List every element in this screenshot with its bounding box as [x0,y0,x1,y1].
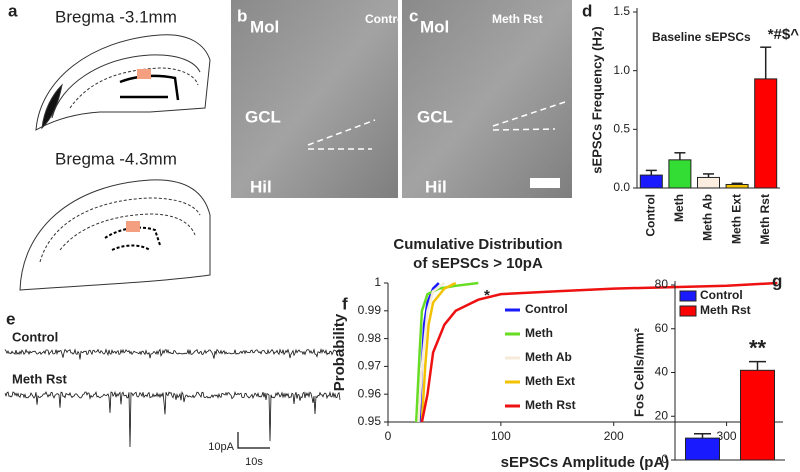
panel-label: b [237,6,247,25]
trace [4,390,341,448]
micrograph [402,0,572,198]
panel-label: f [342,294,348,313]
bar [697,176,720,189]
trace [4,348,341,360]
series-line [420,281,457,423]
panel-c: c Mol Meth Rst GCL Hil [402,0,572,198]
panel-label: e [6,309,15,328]
legend-label: Meth Ab [525,350,572,364]
legend-swatch [679,305,697,317]
y-tick-label: 1.5 [613,4,630,18]
group-label: Meth Rst [492,12,543,26]
y-tick-label: 1.0 [613,63,630,77]
trace-label: Meth Rst [12,371,68,386]
chart-title: Baseline sEPSCs [652,30,751,44]
x-tick-label: 300 [717,429,737,443]
x-tick-label: Meth Ab [701,194,715,241]
scale-label: 10pA [208,441,234,453]
line-chart: f Cumulative Distribution of sEPSCs > 10pA… [331,236,783,471]
y-tick-label: 0.95 [358,414,382,428]
significance: ** [749,335,767,360]
chart-title: Cumulative Distribution [393,236,562,253]
layer-boundary [307,119,376,150]
y-tick-label: 0 [661,452,668,466]
y-axis-label: sEPSCs Frequency (Hz) [589,26,604,173]
region-label: Mol [420,17,449,36]
y-tick-label: 40 [655,365,669,379]
scale-label: 10s [245,456,263,468]
region-marker [137,69,151,79]
panel-label: c [409,6,418,25]
scale-bar [237,432,270,449]
y-tick-label: 1 [374,275,381,289]
legend-label: Meth Rst [700,303,751,317]
y-tick-label: 0.98 [358,331,382,345]
region-label: Mol [250,17,279,36]
bar [740,369,775,461]
panel-e: e Control Meth Rst 10pA 10s [4,309,341,468]
legend-label: Meth [525,326,553,340]
series-line [417,281,446,423]
legend-label: Meth Ext [525,374,575,388]
region-marker [126,221,140,232]
y-tick-label: 80 [655,277,669,291]
x-tick-label: Meth [672,194,686,222]
section-label: Bregma -3.1mm [55,7,177,26]
group-label: Control [365,12,408,26]
x-tick-label: Meth Ext [729,194,743,244]
trace-label: Control [12,329,58,344]
series-line [420,281,778,423]
legend-label: Meth Rst [525,398,576,412]
bar [685,437,720,461]
legend-label: Control [525,302,568,316]
y-axis-label: Fos Cells/mm² [631,327,646,417]
significance: * [484,287,490,304]
legend-label: Control [700,288,743,302]
panel-label: d [582,1,592,20]
bar [725,183,749,189]
y-tick-label: 20 [655,408,669,422]
micrograph [231,0,398,198]
y-tick-label: 0.0 [613,180,630,194]
y-tick-label: 0.96 [358,386,382,400]
y-tick-label: 60 [655,321,669,335]
significance: *#$^ [768,26,800,43]
panel-b: b Mol Control GCL Hil [231,0,408,198]
y-tick-label: 0.5 [613,122,630,136]
x-tick-label: 0 [385,429,392,443]
legend-swatch [679,290,697,302]
bar [639,174,663,189]
y-tick-label: 0.97 [358,359,382,373]
region-label: Hil [425,177,447,196]
series-line [414,281,479,423]
y-axis-label: Probability [331,313,348,391]
region-label: GCL [245,107,281,126]
bar [754,78,778,189]
x-axis-label: sEPSCs Amplitude (pA) [501,454,670,471]
panel-label: g [772,271,782,290]
x-tick-label: Meth Rst [758,194,772,245]
y-tick-label: 0.99 [358,303,382,317]
x-tick-label: 200 [604,429,624,443]
x-tick-label: 100 [491,429,511,443]
chart-title: of sEPSCs > 10pA [413,255,543,272]
panel-a: a Bregma -3.1mm Bregma -4.3mm [8,1,211,291]
scale-bar [530,178,560,188]
bar [668,159,692,189]
section-label: Bregma -4.3mm [55,149,177,168]
panel-label: a [8,1,18,20]
x-tick-label: Control [643,194,657,237]
region-label: GCL [417,107,453,126]
bar-chart: d 0.0 0.5 1.0 1.5 sEPSCs Frequency (Hz) Baseli… [582,1,799,244]
layer-boundary [492,101,566,131]
region-label: Hil [250,177,272,196]
